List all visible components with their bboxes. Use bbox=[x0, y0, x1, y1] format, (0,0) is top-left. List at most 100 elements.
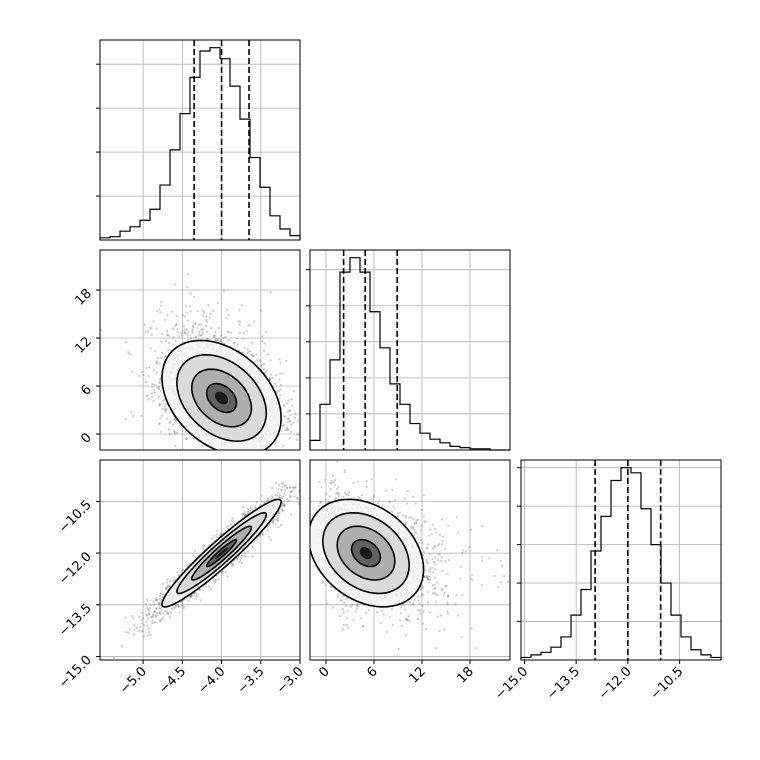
scatter-point bbox=[182, 607, 185, 610]
scatter-point bbox=[289, 495, 292, 499]
scatter-point bbox=[132, 617, 135, 620]
scatter-point bbox=[205, 330, 209, 333]
scatter-point bbox=[148, 366, 151, 369]
scatter-point bbox=[203, 543, 206, 547]
scatter-point bbox=[243, 555, 247, 558]
scatter-point bbox=[158, 403, 162, 406]
scatter-point bbox=[303, 433, 305, 435]
scatter-point bbox=[169, 611, 172, 614]
scatter-point bbox=[268, 536, 271, 539]
scatter-point bbox=[216, 302, 220, 305]
scatter-point bbox=[208, 316, 211, 319]
scatter-point bbox=[311, 471, 313, 473]
scatter-point bbox=[214, 330, 217, 334]
scatter-point bbox=[239, 559, 242, 562]
scatter-point bbox=[274, 382, 277, 385]
scatter-point bbox=[246, 352, 249, 355]
scatter-point bbox=[158, 612, 161, 615]
scatter-point bbox=[286, 410, 290, 413]
scatter-point bbox=[148, 627, 151, 630]
scatter-point bbox=[158, 422, 161, 425]
scatter-point bbox=[240, 561, 243, 565]
scatter-point bbox=[277, 526, 280, 529]
panel-frame bbox=[99, 249, 301, 451]
scatter-point bbox=[227, 338, 230, 342]
scatter-point bbox=[152, 611, 155, 614]
scatter-point bbox=[182, 329, 186, 332]
scatter-point bbox=[165, 329, 169, 332]
histogram-panel-1 bbox=[306, 249, 511, 451]
scatter-point bbox=[138, 629, 141, 632]
scatter-point bbox=[215, 339, 218, 342]
scatter-point bbox=[194, 336, 197, 339]
scatter-point bbox=[277, 512, 280, 515]
scatter-point bbox=[291, 486, 295, 489]
scatter-point bbox=[133, 628, 136, 631]
scatter-point bbox=[274, 494, 277, 497]
scatter-point bbox=[193, 549, 197, 552]
scatter-point bbox=[164, 355, 167, 358]
scatter-point bbox=[179, 332, 183, 335]
scatter-point bbox=[232, 563, 235, 566]
scatter-point bbox=[287, 428, 290, 431]
scatter-point bbox=[284, 428, 287, 432]
scatter-point bbox=[239, 321, 242, 324]
scatter-point bbox=[283, 415, 287, 418]
scatter-point bbox=[166, 610, 169, 613]
histogram-step-0 bbox=[99, 47, 301, 240]
scatter-point bbox=[269, 538, 272, 541]
scatter-point bbox=[153, 391, 156, 394]
scatter-point bbox=[152, 388, 156, 391]
scatter-point bbox=[254, 506, 257, 509]
scatter-point bbox=[284, 359, 287, 363]
scatter-point bbox=[189, 292, 192, 295]
scatter-point bbox=[280, 482, 283, 485]
scatter-point bbox=[255, 501, 258, 504]
scatter-point bbox=[207, 544, 210, 547]
scatter-point bbox=[163, 405, 166, 408]
scatter-point bbox=[151, 614, 154, 618]
scatter-point bbox=[159, 619, 163, 622]
scatter-point bbox=[246, 555, 249, 558]
scatter-point bbox=[277, 484, 280, 487]
scatter-point bbox=[251, 355, 254, 358]
scatter-point bbox=[124, 418, 127, 421]
scatter-point bbox=[262, 349, 266, 352]
scatter-point bbox=[248, 323, 251, 326]
scatter-point bbox=[151, 619, 154, 622]
scatter-point bbox=[237, 320, 240, 323]
scatter-point bbox=[132, 414, 135, 417]
scatter-point bbox=[154, 350, 157, 353]
scatter-point bbox=[243, 552, 246, 555]
scatter-point bbox=[190, 595, 193, 598]
scatter-point bbox=[156, 386, 159, 389]
scatter-point bbox=[153, 369, 156, 372]
scatter-point bbox=[184, 430, 187, 433]
scatter-point bbox=[212, 335, 216, 338]
scatter-point bbox=[154, 615, 157, 619]
scatter-point bbox=[148, 326, 152, 329]
scatter-point bbox=[238, 331, 242, 334]
scatter-point bbox=[141, 618, 144, 621]
scatter-point bbox=[199, 334, 202, 337]
scatter-point bbox=[153, 620, 156, 623]
scatter-point bbox=[279, 523, 283, 527]
scatter-point bbox=[158, 380, 161, 383]
scatter-point bbox=[271, 376, 274, 380]
scatter-point bbox=[269, 359, 272, 362]
scatter-point bbox=[217, 577, 220, 581]
scatter-point bbox=[241, 351, 245, 354]
scatter-point bbox=[164, 610, 167, 613]
scatter-point bbox=[198, 334, 201, 337]
scatter-point bbox=[188, 305, 192, 308]
scatter-point bbox=[230, 562, 233, 565]
scatter-point bbox=[227, 313, 230, 317]
scatter-point bbox=[280, 496, 283, 500]
scatter-point bbox=[191, 324, 195, 327]
scatter-point bbox=[162, 582, 165, 585]
scatter-point bbox=[173, 325, 176, 328]
scatter-point bbox=[278, 378, 281, 381]
scatter-point bbox=[177, 605, 180, 608]
scatter-point bbox=[282, 503, 285, 506]
scatter-point bbox=[219, 339, 223, 342]
